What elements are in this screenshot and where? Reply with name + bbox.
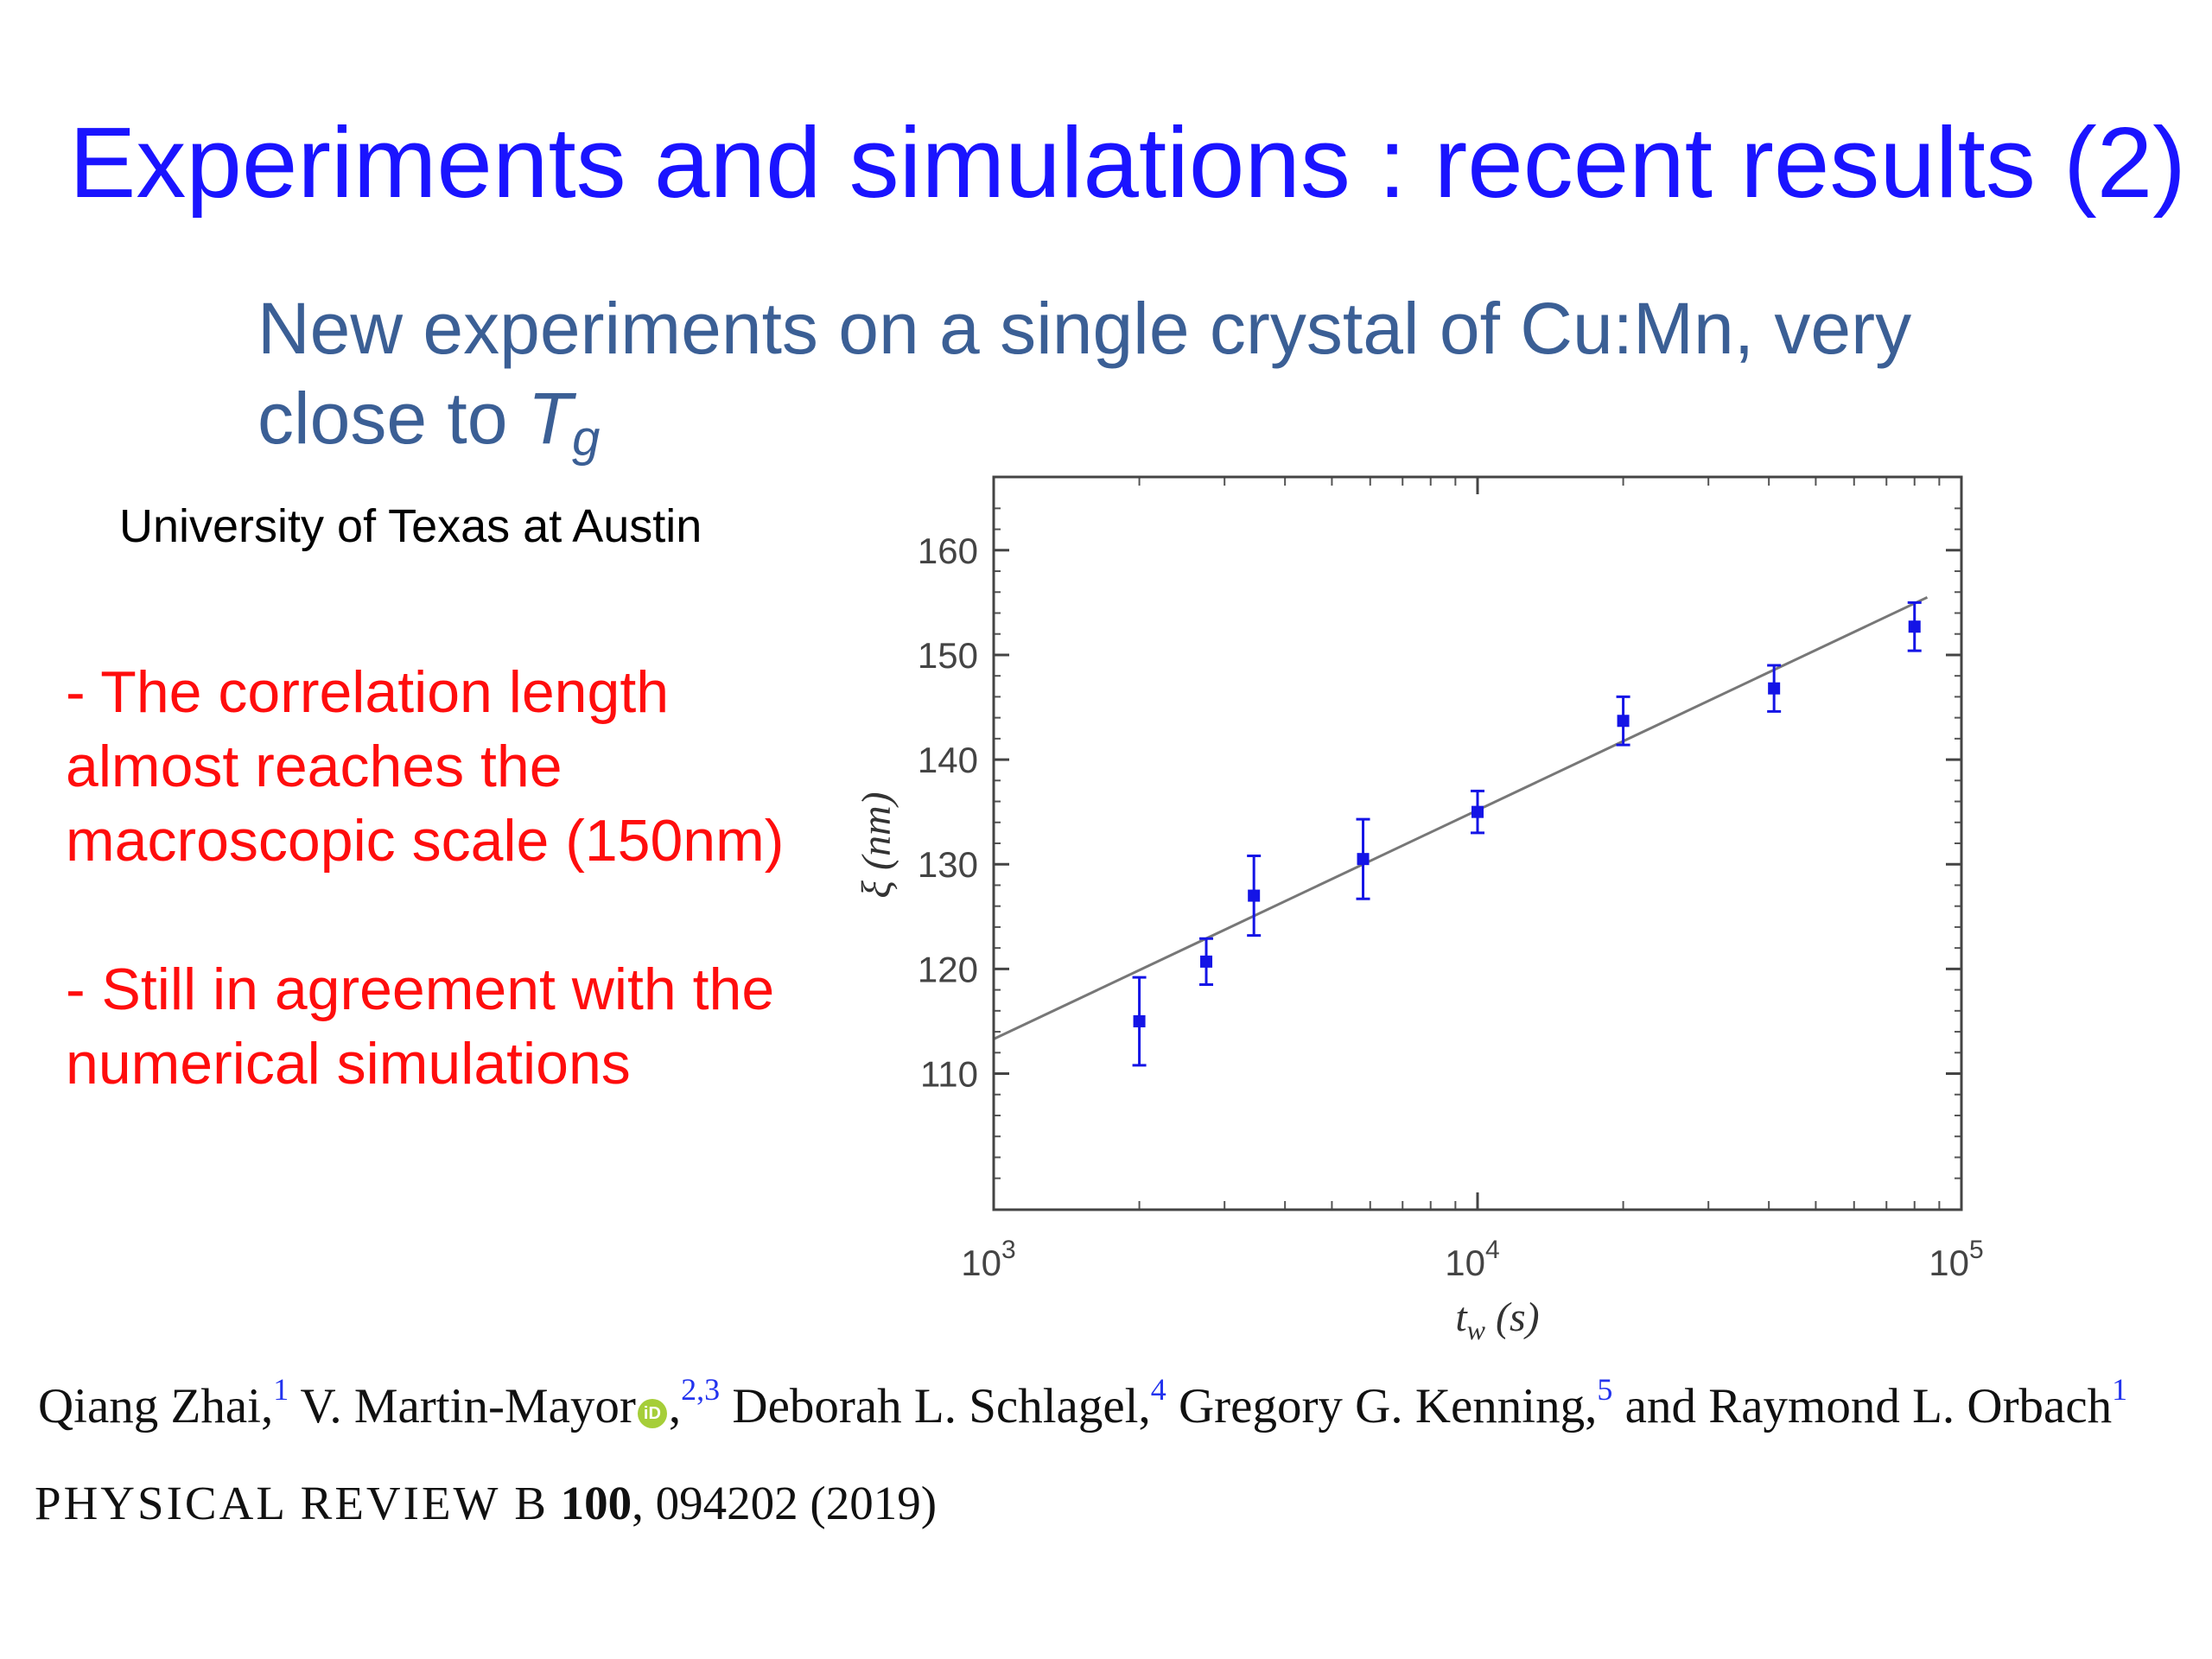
y-tick-label: 150 <box>918 635 978 676</box>
author-affil: 1 <box>2112 1372 2128 1407</box>
data-point <box>1907 601 1922 652</box>
y-axis-label: ξ (nm) <box>854 791 899 898</box>
journal-name: PHYSICAL REVIEW B <box>35 1477 549 1529</box>
journal-pages-year: , 094202 (2019) <box>632 1477 938 1529</box>
y-tick-label: 160 <box>918 531 978 571</box>
x-tick-label: 103 <box>961 1236 1015 1283</box>
point-marker <box>1768 682 1781 695</box>
slide-title: Experiments and simulations : recent res… <box>69 106 2186 219</box>
affiliation: University of Texas at Austin <box>119 500 702 552</box>
slide-subtitle: New experiments on a single crystal of C… <box>257 283 1986 484</box>
correlation-length-chart: 110 120 130 140 150 160 103 104 105 ξ (nm) tw (… <box>854 475 1984 1345</box>
tg-subscript: g <box>572 410 601 467</box>
fit-line <box>993 595 1929 1040</box>
point-marker <box>1908 620 1921 633</box>
y-tick-label: 130 <box>918 844 978 885</box>
data-point <box>1356 817 1370 900</box>
author-affil: 4 <box>1150 1372 1166 1407</box>
x-tick-label: 105 <box>1929 1236 1983 1283</box>
point-marker <box>1357 853 1370 866</box>
author-affil: 5 <box>1597 1372 1613 1407</box>
x-tick-label: 104 <box>1445 1236 1499 1283</box>
point-marker <box>1200 955 1213 968</box>
point-marker <box>1248 889 1261 902</box>
bullet-point: - The correlation length almost reaches … <box>66 659 785 874</box>
author-name: V. Martin-Mayor <box>300 1379 636 1433</box>
data-points <box>1132 601 1922 1067</box>
data-point <box>1132 976 1147 1067</box>
data-point <box>1767 664 1782 713</box>
journal-citation: PHYSICAL REVIEW B 100, 094202 (2019) <box>35 1469 937 1538</box>
y-tick-label: 110 <box>920 1054 978 1095</box>
x-axis-label: tw (s) <box>1455 1294 1539 1345</box>
data-point <box>1199 937 1214 987</box>
orcid-icon[interactable]: iD <box>637 1399 667 1428</box>
data-point <box>1616 695 1630 747</box>
x-axis-ticks: 103 104 105 <box>961 477 1984 1283</box>
author-name: Deborah L. Schlagel, <box>732 1379 1151 1433</box>
point-marker <box>1617 715 1630 728</box>
bullet-point: - Still in agreement with the numerical … <box>66 957 775 1096</box>
minor-ticks <box>994 477 1961 1210</box>
bullet-points: - The correlation length almost reaches … <box>66 655 843 1101</box>
data-point <box>1247 855 1262 938</box>
y-tick-label: 120 <box>918 949 978 989</box>
author-name: and Raymond L. Orbach <box>1624 1379 2113 1433</box>
tg-symbol: T <box>527 378 573 459</box>
author-name: Qiang Zhai, <box>38 1379 274 1433</box>
y-axis-ticks: 110 120 130 140 150 160 <box>918 531 1961 1095</box>
author-list: Qiang Zhai,1 V. Martin-Mayor iD ,2,3 Debor… <box>38 1372 2128 1433</box>
author-affil: 2,3 <box>681 1372 721 1407</box>
data-point <box>1471 789 1484 835</box>
author-affil: 1 <box>273 1372 289 1407</box>
journal-volume: 100 <box>560 1477 632 1529</box>
subtitle-text: New experiments on a single crystal of C… <box>257 288 1912 459</box>
author-name: Gregory G. Kenning, <box>1179 1379 1598 1433</box>
y-tick-label: 140 <box>918 740 978 780</box>
point-marker <box>1133 1014 1146 1027</box>
plot-frame <box>992 475 1963 1211</box>
point-marker <box>1471 805 1484 818</box>
